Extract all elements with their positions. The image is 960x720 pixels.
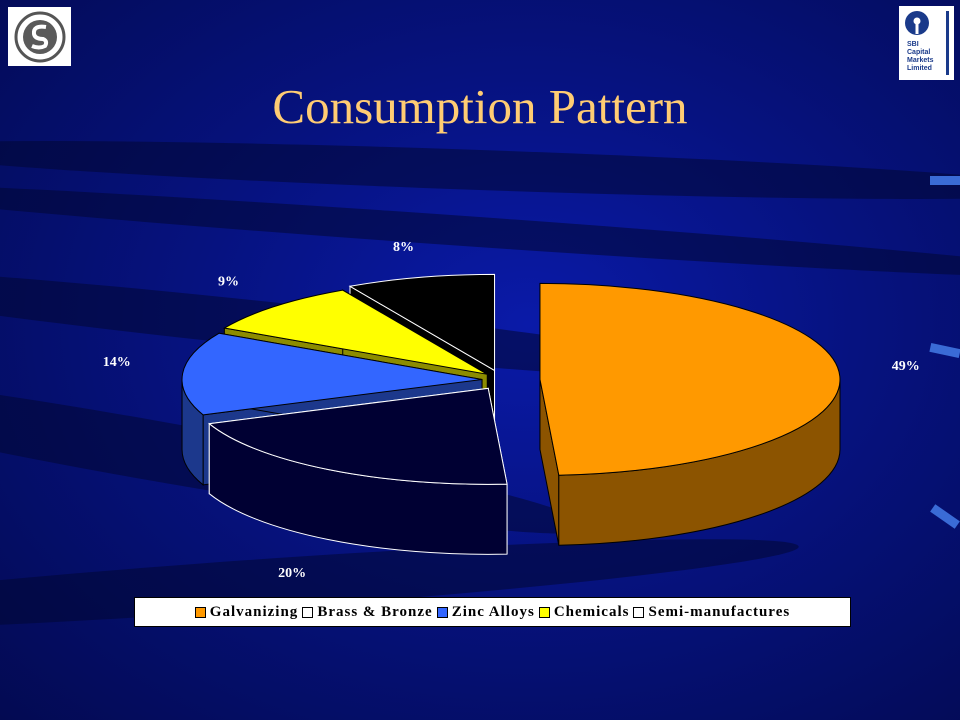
sterlite-logo xyxy=(8,7,71,66)
page-title: Consumption Pattern xyxy=(272,79,688,134)
legend-label: Galvanizing xyxy=(209,603,299,620)
sterlite-logo-icon xyxy=(14,11,65,62)
pie-slice-galvanizing xyxy=(539,282,841,476)
svg-text:Limited: Limited xyxy=(907,65,932,72)
pie-data-label: 49% xyxy=(892,359,920,374)
pie-slice-semi-manufactures xyxy=(348,273,496,372)
pie-slice-zinc-alloys xyxy=(181,332,483,416)
svg-text:SBI: SBI xyxy=(907,41,919,48)
legend-item: Zinc Alloys xyxy=(436,603,535,621)
legend-swatch xyxy=(302,606,314,618)
pie-slice-chemicals xyxy=(222,289,488,375)
pie-slice-brass-bronze xyxy=(208,387,508,485)
pie-data-label: 8% xyxy=(393,240,414,255)
legend-swatch xyxy=(194,606,206,618)
chart-legend: Galvanizing Brass & Bronze Zinc Alloys Chem… xyxy=(134,597,851,627)
legend-item: Brass & Bronze xyxy=(302,604,432,621)
legend-item: Chemicals xyxy=(538,603,630,621)
legend-item: Galvanizing xyxy=(194,603,299,621)
legend-label: Zinc Alloys xyxy=(451,603,535,620)
legend-item: Semi-manufactures xyxy=(633,604,790,621)
legend-label: Brass & Bronze xyxy=(317,603,433,620)
pie-data-label: 14% xyxy=(103,355,131,370)
svg-text:Markets: Markets xyxy=(907,57,934,64)
legend-label: Semi-manufactures xyxy=(648,603,791,620)
legend-swatch xyxy=(633,606,645,618)
pie-data-label: 20% xyxy=(278,566,306,581)
sbi-capital-logo: SBI Capital Markets Limited xyxy=(899,6,954,80)
legend-label: Chemicals xyxy=(553,603,630,620)
legend-swatch xyxy=(436,606,448,618)
legend-swatch xyxy=(538,606,550,618)
edge-accent xyxy=(930,176,960,185)
pie-data-label: 9% xyxy=(218,274,239,289)
sbi-logo-icon: SBI Capital Markets Limited xyxy=(905,11,949,75)
svg-text:Capital: Capital xyxy=(907,49,930,56)
